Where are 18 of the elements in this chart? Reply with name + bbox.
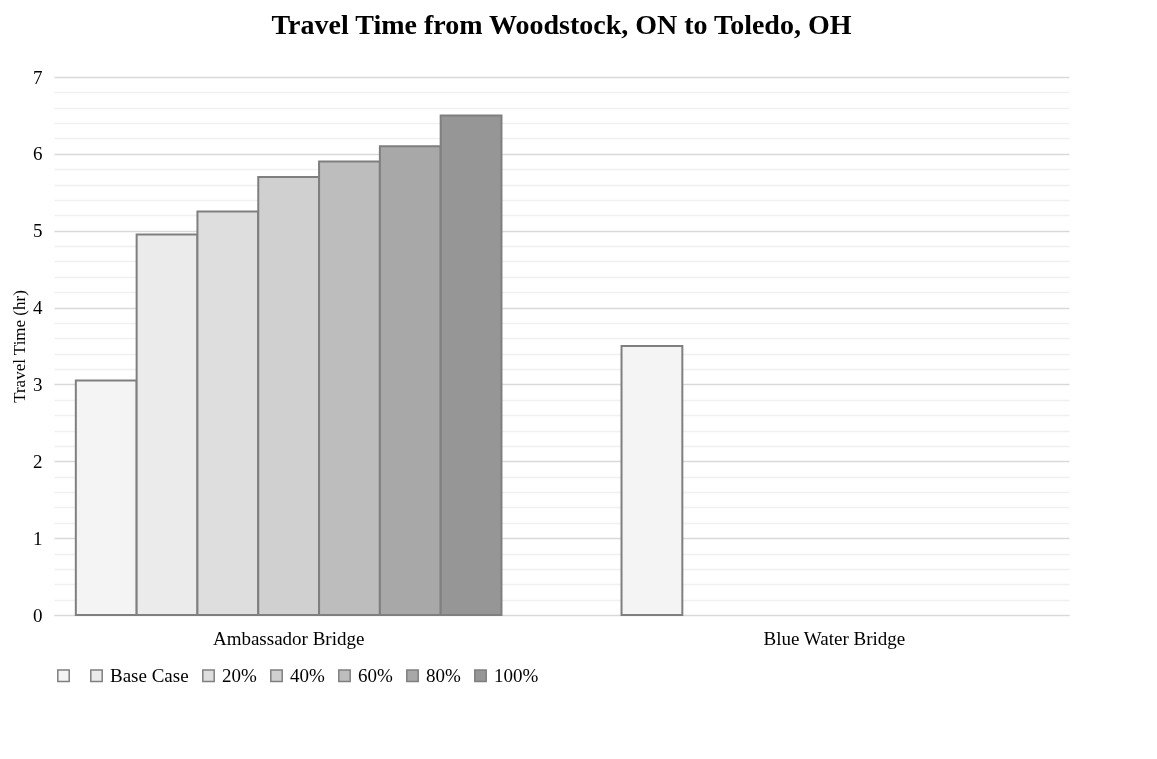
- y-tick-label: 0: [33, 604, 43, 626]
- legend-label: 20%: [222, 664, 257, 686]
- y-tick-label: 5: [33, 220, 43, 242]
- legend-label: 100%: [494, 664, 539, 686]
- y-tick-label: 3: [33, 373, 43, 395]
- y-tick-label: 4: [33, 297, 43, 319]
- legend-label: 40%: [290, 664, 325, 686]
- legend-label: 80%: [426, 664, 461, 686]
- x-tick-label: Ambassador Bridge: [212, 627, 365, 649]
- y-tick-label: 7: [33, 66, 43, 88]
- y-tick-label: 1: [33, 527, 43, 549]
- x-tick-label: Blue Water Bridge: [763, 627, 906, 649]
- y-tick-label: 2: [33, 450, 43, 472]
- legend-label: 60%: [358, 664, 393, 686]
- legend-label: Base Case: [110, 664, 189, 686]
- y-tick-label: 6: [33, 143, 43, 165]
- y-axis-title: Travel Time (hr): [10, 290, 29, 403]
- chart-title: Travel Time from Woodstock, ON to Toledo, OH: [271, 9, 852, 40]
